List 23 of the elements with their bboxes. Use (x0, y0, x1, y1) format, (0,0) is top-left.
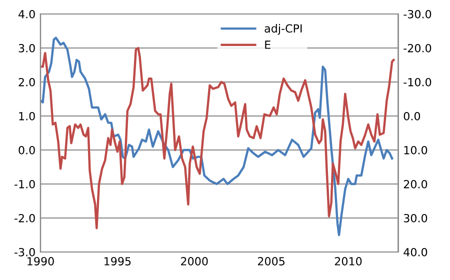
x-tick-label: 1990 (28, 257, 54, 266)
y2-tick-label: 40.0 (404, 248, 428, 256)
y2-tick-label: 0.0 (404, 112, 420, 120)
legend-label: E (265, 40, 270, 49)
x-tick-label: 2000 (181, 257, 208, 266)
y2-tick-label: -30.0 (404, 10, 432, 18)
y-tick-label: -1.0 (14, 180, 35, 188)
y-tick-label: -3.0 (14, 248, 35, 256)
y-tick-label: 3.0 (18, 44, 35, 52)
y-tick-label: -2.0 (14, 214, 35, 222)
y2-tick-label: 20.0 (404, 180, 428, 188)
x-tick-label: 2005 (258, 257, 284, 266)
y2-tick-label: -10.0 (404, 78, 432, 86)
y2-tick-label: -20.0 (404, 44, 432, 52)
x-tick-label: 2010 (334, 257, 362, 266)
legend-label: adj-CPI (264, 24, 302, 35)
y2-tick-label: 10.0 (404, 146, 428, 154)
y-tick-label: 2.0 (18, 78, 35, 86)
y2-tick-label: 30.0 (404, 214, 428, 222)
y-tick-label: 1.0 (19, 112, 35, 120)
x-tick-label: 1995 (104, 257, 131, 266)
y-tick-label: 0.0 (18, 146, 35, 154)
y-tick-label: 4.0 (18, 10, 35, 18)
